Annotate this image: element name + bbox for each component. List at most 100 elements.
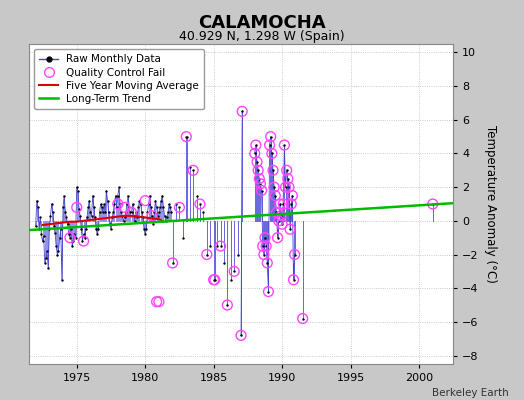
Point bbox=[110, 201, 118, 207]
Point bbox=[269, 167, 277, 174]
Point bbox=[256, 180, 265, 187]
Point bbox=[199, 209, 208, 216]
Point bbox=[152, 204, 161, 210]
Point bbox=[78, 238, 86, 244]
Point bbox=[167, 209, 176, 216]
Point bbox=[261, 234, 269, 241]
Point bbox=[264, 288, 272, 295]
Point bbox=[124, 192, 132, 199]
Point bbox=[114, 192, 122, 199]
Point bbox=[99, 209, 107, 216]
Point bbox=[258, 243, 267, 249]
Point bbox=[57, 226, 65, 232]
Point bbox=[75, 206, 83, 212]
Point bbox=[253, 159, 261, 165]
Point bbox=[35, 226, 43, 232]
Point bbox=[72, 184, 81, 190]
Point bbox=[281, 184, 290, 190]
Point bbox=[261, 234, 269, 241]
Point bbox=[223, 302, 232, 308]
Point bbox=[238, 108, 246, 114]
Point bbox=[253, 159, 261, 165]
Point bbox=[287, 201, 296, 207]
Point bbox=[102, 187, 111, 194]
Point bbox=[45, 226, 53, 232]
Point bbox=[226, 276, 235, 283]
Point bbox=[159, 204, 168, 210]
Point bbox=[429, 201, 437, 207]
Point bbox=[213, 243, 221, 249]
Point bbox=[106, 221, 114, 228]
Point bbox=[80, 231, 88, 238]
Point bbox=[237, 332, 245, 338]
Point bbox=[230, 268, 238, 274]
Point bbox=[274, 234, 282, 241]
Point bbox=[139, 214, 147, 221]
Point bbox=[36, 214, 45, 221]
Point bbox=[254, 167, 263, 174]
Point bbox=[161, 218, 170, 224]
Point bbox=[260, 251, 268, 258]
Point bbox=[257, 187, 266, 194]
Point bbox=[252, 142, 260, 148]
Point bbox=[119, 218, 128, 224]
Point bbox=[146, 192, 154, 199]
Legend: Raw Monthly Data, Quality Control Fail, Five Year Moving Average, Long-Term Tren: Raw Monthly Data, Quality Control Fail, … bbox=[34, 49, 204, 109]
Point bbox=[268, 150, 276, 157]
Point bbox=[192, 192, 201, 199]
Point bbox=[151, 198, 160, 204]
Point bbox=[260, 251, 268, 258]
Point bbox=[56, 234, 64, 241]
Point bbox=[109, 209, 117, 216]
Point bbox=[52, 243, 60, 249]
Point bbox=[175, 204, 183, 210]
Point bbox=[128, 201, 137, 207]
Text: Berkeley Earth: Berkeley Earth bbox=[432, 388, 508, 398]
Point bbox=[203, 251, 211, 258]
Point bbox=[84, 204, 92, 210]
Point bbox=[290, 251, 299, 258]
Point bbox=[136, 201, 145, 207]
Point bbox=[255, 176, 264, 182]
Point bbox=[281, 184, 290, 190]
Point bbox=[155, 298, 163, 305]
Point bbox=[115, 184, 123, 190]
Point bbox=[133, 214, 141, 221]
Point bbox=[90, 204, 98, 210]
Point bbox=[100, 201, 108, 207]
Point bbox=[156, 204, 164, 210]
Point bbox=[196, 201, 204, 207]
Point bbox=[93, 231, 102, 238]
Point bbox=[290, 251, 299, 258]
Point bbox=[211, 276, 219, 283]
Point bbox=[40, 260, 49, 266]
Point bbox=[175, 204, 183, 210]
Point bbox=[283, 176, 292, 182]
Point bbox=[166, 204, 174, 210]
Point bbox=[223, 302, 232, 308]
Point bbox=[275, 218, 283, 224]
Point bbox=[288, 192, 297, 199]
Text: CALAMOCHA: CALAMOCHA bbox=[198, 14, 326, 32]
Point bbox=[91, 214, 99, 221]
Point bbox=[72, 204, 81, 210]
Point bbox=[122, 209, 130, 216]
Point bbox=[276, 201, 284, 207]
Point bbox=[85, 198, 93, 204]
Point bbox=[149, 221, 157, 228]
Point bbox=[101, 209, 110, 216]
Point bbox=[103, 198, 112, 204]
Point bbox=[145, 201, 153, 207]
Point bbox=[77, 226, 85, 232]
Point bbox=[68, 243, 77, 249]
Point bbox=[272, 209, 280, 216]
Point bbox=[59, 204, 67, 210]
Point bbox=[288, 192, 297, 199]
Point bbox=[97, 204, 106, 210]
Point bbox=[70, 231, 79, 238]
Point bbox=[250, 150, 259, 157]
Point bbox=[50, 223, 58, 229]
Point bbox=[140, 226, 148, 232]
Point bbox=[265, 142, 274, 148]
Point bbox=[179, 234, 187, 241]
